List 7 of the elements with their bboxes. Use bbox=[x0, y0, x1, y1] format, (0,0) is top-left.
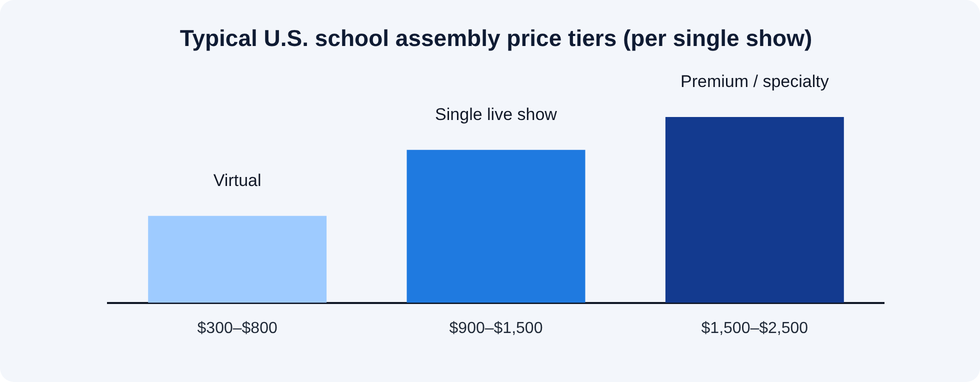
annotation: Premium / specialty bbox=[680, 72, 830, 92]
x-tick-label: $900–$1,500 bbox=[449, 320, 543, 337]
annotation: Virtual bbox=[213, 171, 262, 190]
annotation: Single live show bbox=[435, 105, 558, 124]
x-tick-label: $1,500–$2,500 bbox=[701, 320, 808, 337]
chart-title: Typical U.S. school assembly price tiers (per single show) bbox=[180, 25, 812, 52]
x-tick-label: $300–$800 bbox=[197, 320, 278, 337]
